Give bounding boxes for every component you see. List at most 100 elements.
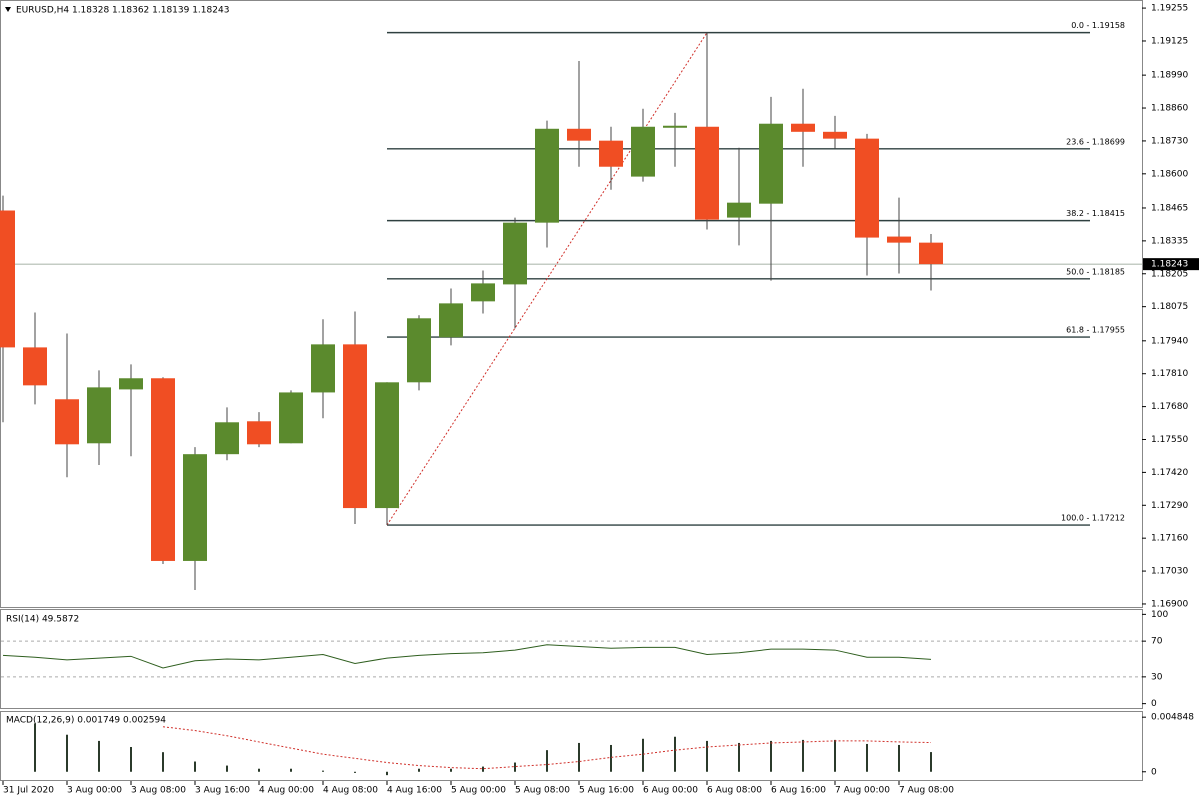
macd-bar bbox=[546, 750, 548, 772]
fib-label: 23.6 - 1.18699 bbox=[1066, 137, 1125, 146]
candle-body bbox=[471, 283, 495, 302]
y-tick-label: 1.18860 bbox=[1151, 104, 1188, 114]
fib-label: 50.0 - 1.18185 bbox=[1066, 267, 1125, 276]
y-tick-label: 1.18075 bbox=[1151, 302, 1188, 312]
x-tick-label: 7 Aug 00:00 bbox=[835, 786, 890, 796]
y-tick-label: 1.17290 bbox=[1151, 501, 1188, 511]
candle-body bbox=[887, 236, 911, 243]
x-tick-label: 5 Aug 08:00 bbox=[515, 786, 570, 796]
x-tick-label: 6 Aug 08:00 bbox=[707, 786, 762, 796]
x-tick-label: 4 Aug 16:00 bbox=[387, 786, 442, 796]
y-tick-label: 1.16900 bbox=[1151, 599, 1188, 609]
y-tick-label: 1.17420 bbox=[1151, 468, 1188, 478]
fib-trendline bbox=[386, 32, 708, 526]
y-tick-label: 1.19125 bbox=[1151, 36, 1188, 46]
candle-body bbox=[535, 128, 559, 223]
macd-bar bbox=[322, 770, 324, 772]
macd-bar bbox=[930, 752, 932, 772]
macd-bar bbox=[34, 723, 36, 772]
y-tick-label: 1.17030 bbox=[1151, 567, 1188, 577]
menu-triangle[interactable] bbox=[5, 7, 11, 12]
y-tick-label: 1.18465 bbox=[1151, 203, 1188, 213]
macd-signal-line bbox=[162, 726, 932, 770]
candle-body bbox=[247, 421, 271, 445]
fib-label: 100.0 - 1.17212 bbox=[1061, 514, 1125, 523]
y-tick-label: 1.17940 bbox=[1151, 336, 1188, 346]
macd-bar bbox=[802, 739, 804, 772]
x-tick-label: 6 Aug 00:00 bbox=[643, 786, 698, 796]
fib-label: 61.8 - 1.17955 bbox=[1066, 326, 1125, 335]
macd-bar bbox=[834, 739, 836, 772]
y-tick-label: 1.18600 bbox=[1151, 169, 1188, 179]
y-tick-label: 1.17810 bbox=[1151, 369, 1188, 379]
y-tick-label: 1.18335 bbox=[1151, 236, 1188, 246]
x-tick-label: 6 Aug 16:00 bbox=[771, 786, 826, 796]
current-price-box bbox=[1143, 258, 1199, 271]
candle-body bbox=[663, 125, 687, 128]
macd-bar bbox=[194, 761, 196, 772]
candle-body bbox=[55, 399, 79, 445]
macd-bar bbox=[98, 740, 100, 772]
y-tick-label: 1.19255 bbox=[1151, 4, 1188, 14]
macd-bar bbox=[738, 742, 740, 772]
rsi-line bbox=[2, 644, 932, 669]
y-tick-label: 0 bbox=[1151, 699, 1157, 709]
macd-bar bbox=[674, 736, 676, 772]
x-tick-label: 4 Aug 00:00 bbox=[259, 786, 314, 796]
macd-bar bbox=[642, 738, 644, 772]
candle-body bbox=[855, 138, 879, 238]
main-title: EURUSD,H4 1.18328 1.18362 1.18139 1.1824… bbox=[16, 6, 229, 16]
candle-body bbox=[439, 303, 463, 338]
macd-bar bbox=[578, 742, 580, 772]
x-tick-label: 31 Jul 2020 bbox=[3, 786, 54, 796]
y-tick-label: 1.18730 bbox=[1151, 136, 1188, 146]
macd-bar bbox=[130, 746, 132, 772]
candle-body bbox=[407, 318, 431, 383]
x-tick-label: 3 Aug 00:00 bbox=[67, 786, 122, 796]
macd-title: MACD(12,26,9) 0.001749 0.002594 bbox=[6, 716, 166, 726]
x-tick-label: 5 Aug 00:00 bbox=[451, 786, 506, 796]
macd-bar bbox=[482, 766, 484, 772]
macd-bar bbox=[898, 744, 900, 772]
macd-bar bbox=[450, 768, 452, 772]
macd-bar bbox=[354, 771, 356, 773]
candle-body bbox=[759, 123, 783, 204]
macd-bar bbox=[66, 734, 68, 772]
candle-body bbox=[823, 131, 847, 139]
y-tick-label: 1.18990 bbox=[1151, 71, 1188, 81]
macd-bar bbox=[162, 752, 164, 772]
candle-body bbox=[631, 126, 655, 177]
macd-bar bbox=[514, 762, 516, 772]
macd-bar bbox=[386, 771, 388, 776]
y-tick-label: 1.18205 bbox=[1151, 269, 1188, 279]
candle-body bbox=[919, 242, 943, 265]
macd-bar bbox=[770, 740, 772, 772]
macd-bar bbox=[226, 765, 228, 772]
y-tick-label: 100 bbox=[1151, 610, 1168, 620]
candle-body bbox=[567, 128, 591, 141]
candle-body bbox=[311, 344, 335, 393]
y-tick-label: 70 bbox=[1151, 637, 1163, 647]
candle-body bbox=[151, 378, 175, 561]
candle-body bbox=[375, 382, 399, 509]
macd-bar bbox=[866, 743, 868, 772]
macd-bar bbox=[610, 744, 612, 772]
candle-body bbox=[119, 378, 143, 390]
candle-body bbox=[0, 210, 15, 348]
candle-body bbox=[23, 347, 47, 386]
current-price-label: 1.18243 bbox=[1151, 260, 1188, 270]
macd-bar bbox=[258, 768, 260, 772]
candle-body bbox=[183, 454, 207, 561]
candle-body bbox=[695, 126, 719, 220]
rsi-title: RSI(14) 49.5872 bbox=[6, 615, 79, 625]
candle-body bbox=[503, 222, 527, 285]
y-tick-label: 1.17550 bbox=[1151, 435, 1188, 445]
macd-panel-frame bbox=[0, 711, 1143, 781]
candle-body bbox=[599, 140, 623, 167]
fib-label: 38.2 - 1.18415 bbox=[1066, 209, 1125, 218]
candle-body bbox=[791, 123, 815, 132]
y-tick-label: 0 bbox=[1151, 767, 1157, 777]
rsi-panel-frame bbox=[0, 609, 1143, 709]
